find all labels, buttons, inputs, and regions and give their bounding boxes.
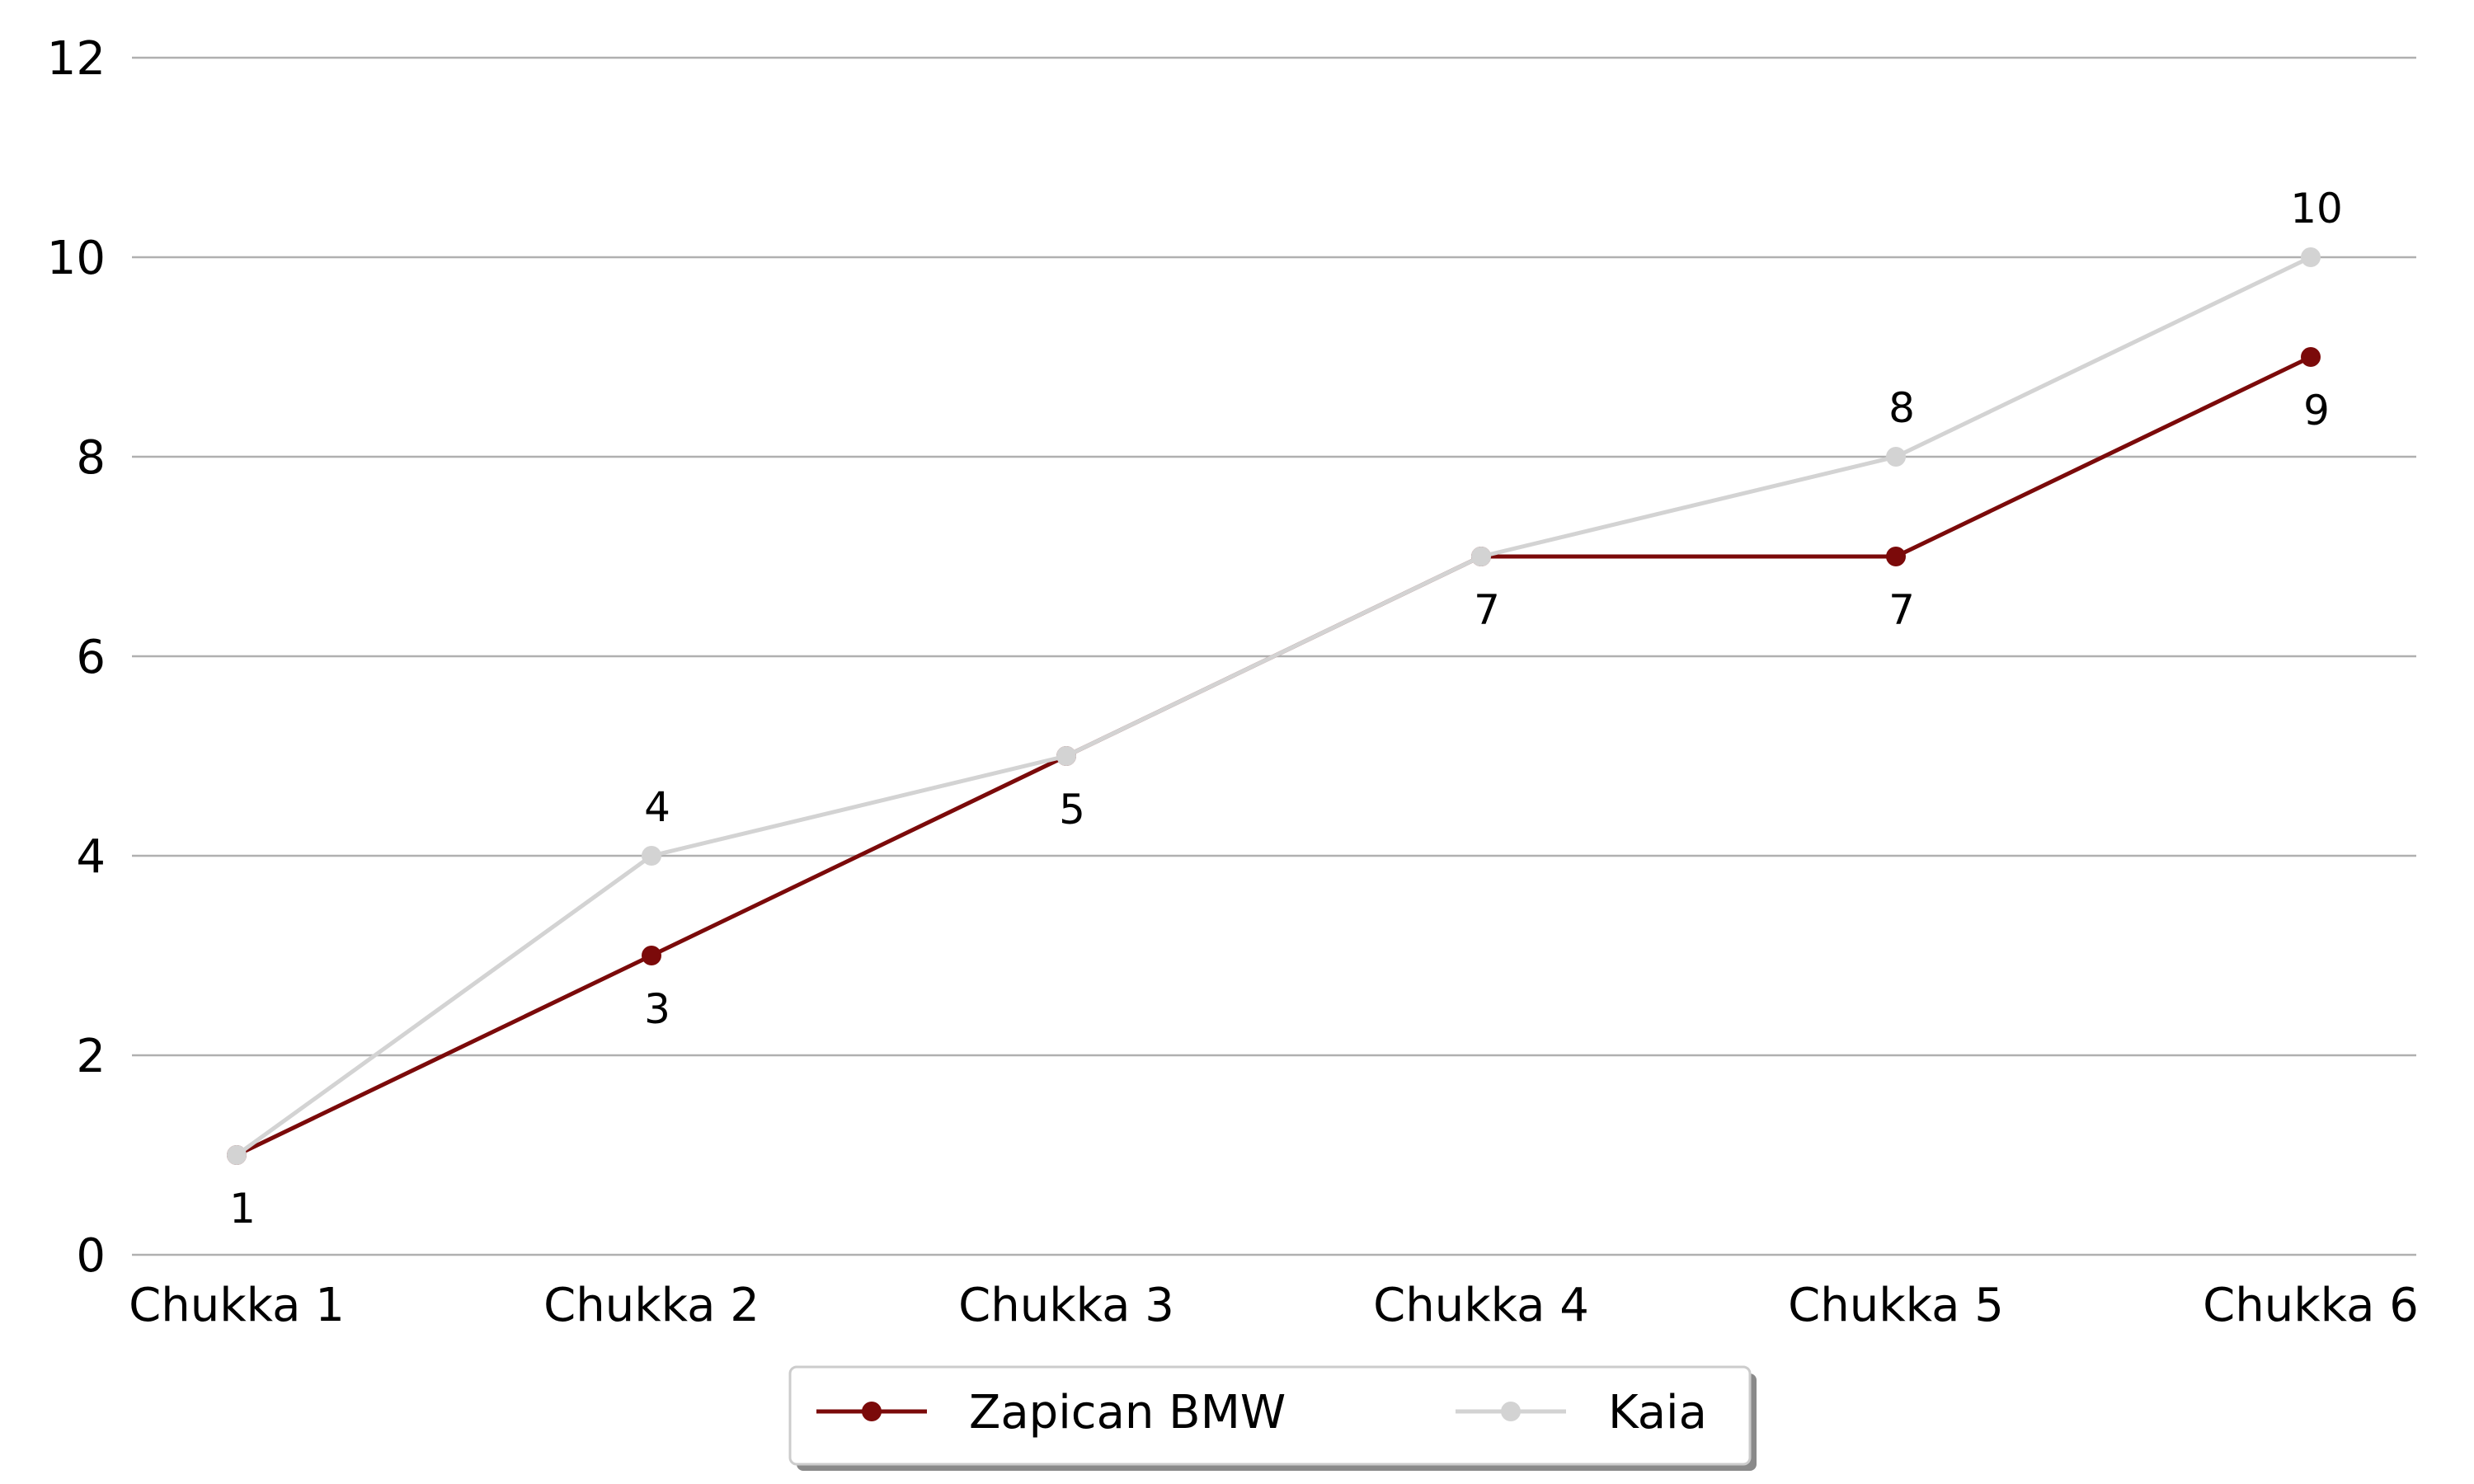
- series: [227, 247, 2321, 1165]
- x-tick-label: Chukka 3: [958, 1279, 1174, 1332]
- y-tick-label: 10: [47, 232, 106, 285]
- data-label-zapican-bmw: 3: [644, 985, 670, 1033]
- x-tick-label: Chukka 6: [2203, 1279, 2419, 1332]
- data-labels: 1 3 5 7 7 9 4 8 10: [229, 185, 2343, 1233]
- data-point-kaia: [227, 1145, 247, 1165]
- y-tick-label: 2: [76, 1030, 106, 1083]
- series-kaia: [227, 247, 2321, 1165]
- data-point-kaia: [1056, 746, 1076, 766]
- y-tick-label: 12: [47, 32, 106, 86]
- y-tick-label: 0: [76, 1229, 106, 1283]
- x-axis-ticks: Chukka 1 Chukka 2 Chukka 3 Chukka 4 Chukka 5…: [129, 1279, 2419, 1332]
- x-tick-label: Chukka 5: [1788, 1279, 2004, 1332]
- gridlines: [132, 56, 2416, 1256]
- y-tick-label: 4: [76, 830, 106, 884]
- x-tick-label: Chukka 2: [543, 1279, 760, 1332]
- data-point-kaia: [642, 846, 661, 866]
- data-point-kaia: [1471, 547, 1491, 566]
- legend-box: [788, 1365, 1752, 1466]
- legend-swatch-marker: [862, 1402, 882, 1421]
- legend-label: Kaia: [1608, 1386, 1707, 1439]
- series-zapican-bmw: [227, 347, 2321, 1165]
- data-label-zapican-bmw: 7: [1474, 586, 1500, 634]
- legend-item-zapican-bmw: Zapican BMW: [816, 1386, 1286, 1439]
- data-label-kaia: 10: [2290, 185, 2343, 232]
- data-point-kaia: [2301, 247, 2321, 267]
- data-point-zapican-bmw: [642, 946, 661, 965]
- data-point-zapican-bmw: [1886, 547, 1906, 566]
- data-label-kaia: 4: [644, 783, 670, 831]
- legend-swatch-marker: [1501, 1402, 1521, 1421]
- x-tick-label: Chukka 1: [129, 1279, 345, 1332]
- data-label-kaia: 8: [1888, 384, 1915, 432]
- data-label-zapican-bmw: 7: [1888, 586, 1915, 634]
- series-line-zapican-bmw: [235, 355, 2312, 1158]
- y-tick-label: 8: [76, 431, 106, 485]
- legend-label: Zapican BMW: [969, 1386, 1286, 1439]
- y-tick-label: 6: [76, 631, 106, 684]
- data-label-zapican-bmw: 9: [2303, 387, 2330, 434]
- series-line-kaia: [235, 255, 2312, 1158]
- x-tick-label: Chukka 4: [1373, 1279, 1589, 1332]
- legend-entries: Zapican BMW Kaia: [816, 1386, 1707, 1439]
- data-label-zapican-bmw: 1: [229, 1185, 256, 1233]
- data-label-zapican-bmw: 5: [1059, 786, 1085, 834]
- legend: Zapican BMW Kaia: [788, 1365, 1757, 1471]
- y-axis-ticks: 0 2 4 6 8 10 12: [47, 32, 106, 1283]
- legend-item-kaia: Kaia: [1456, 1386, 1707, 1439]
- data-point-zapican-bmw: [2301, 347, 2321, 367]
- data-point-kaia: [1886, 447, 1906, 467]
